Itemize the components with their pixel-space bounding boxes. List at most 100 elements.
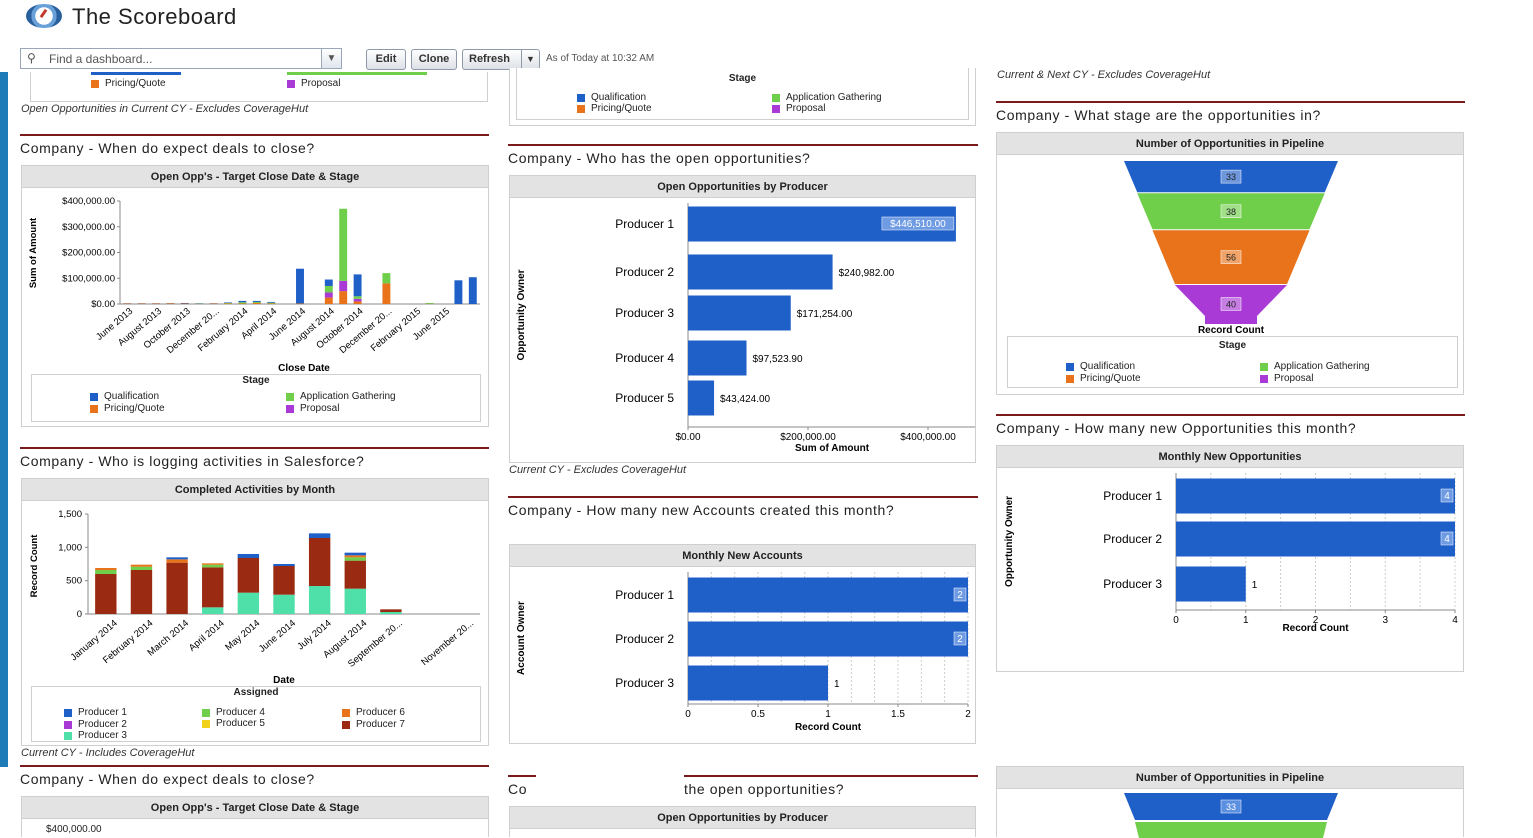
bar-segment [325, 298, 333, 304]
bar-segment [345, 589, 366, 614]
legend-item: Producer 2 [64, 719, 127, 730]
x-tick-label: April 2014 [187, 618, 227, 654]
stage-legend: Stage Qualification Pricing/Quote Applic… [1007, 336, 1458, 388]
chart-header: Open Opp's - Target Close Date & Stage [22, 166, 488, 188]
y-tick-label: $100,000.00 [62, 273, 115, 284]
clone-button[interactable]: Clone [411, 49, 457, 70]
category-label: Producer 1 [1103, 489, 1162, 503]
legend-swatch [202, 720, 210, 728]
x-tick-label: 1 [1243, 615, 1249, 626]
legend-item: Producer 6 [342, 707, 405, 718]
legend-item: Application Gathering [286, 391, 396, 402]
data-label: $171,254.00 [797, 309, 853, 320]
legend-item: Proposal [772, 103, 825, 114]
legend-item: Producer 7 [342, 719, 405, 730]
bar-segment [202, 565, 223, 568]
bar-segment [224, 303, 232, 304]
bar-segment [123, 303, 131, 304]
legend-swatch [1260, 363, 1268, 371]
category-label: Producer 3 [615, 676, 674, 690]
category-label: Producer 5 [615, 391, 674, 405]
stage-legend: Stage Qualification Pricing/Quote Applic… [516, 68, 969, 120]
component-title: Company - How many new Accounts created … [508, 496, 978, 519]
footnote: Current CY - Excludes CoverageHut [509, 464, 686, 476]
legend-title: Stage [1008, 340, 1457, 351]
chevron-down-icon[interactable]: ▼ [521, 50, 539, 69]
bar-segment [345, 553, 366, 556]
refresh-label: Refresh [469, 53, 510, 65]
bar-segment [138, 303, 146, 304]
funnel-value: 56 [1226, 253, 1236, 263]
category-label: Producer 3 [1103, 577, 1162, 591]
search-placeholder: Find a dashboard... [49, 52, 152, 66]
bar [688, 666, 828, 701]
bar-segment [296, 269, 304, 304]
assigned-legend: Assigned Producer 1 Producer 2 Producer … [31, 686, 481, 742]
chart-panel-open-opps-producer: Open Opportunities by Producer $0.00$200… [509, 175, 976, 463]
legend-swatch [202, 709, 210, 717]
bar-segment [238, 303, 246, 304]
category-label: Producer 2 [615, 265, 674, 279]
component-title: Company - Who has the open opportunities… [508, 144, 978, 166]
x-tick-label: November 20... [419, 618, 476, 668]
y-tick-label: $400,000.00 [46, 824, 102, 835]
legend-swatch [91, 80, 99, 88]
bar-segment [202, 607, 223, 614]
x-tick-label: 0 [685, 709, 691, 720]
component-title-fragment: the open opportunities? [684, 775, 978, 797]
bar-segment [469, 277, 477, 304]
bar-segment [131, 567, 152, 570]
y-tick-label: 500 [66, 576, 82, 587]
bar-segment [224, 302, 232, 303]
component-title: Company - How many new Opportunities thi… [996, 414, 1465, 436]
edit-button[interactable]: Edit [366, 49, 406, 70]
chart-header: Open Opportunities by Producer [510, 807, 975, 829]
chart-header: Open Opportunities by Producer [510, 176, 975, 198]
pipeline-funnel-chart-partial: 33 [997, 790, 1463, 838]
bar-segment [382, 273, 390, 283]
chart-header: Monthly New Accounts [510, 545, 975, 567]
data-label: $97,523.90 [753, 354, 803, 365]
x-tick-label: 1 [825, 709, 831, 720]
chart-header: Open Opp's - Target Close Date & Stage [22, 797, 488, 819]
bar-segment [166, 557, 187, 559]
chart-header: Completed Activities by Month [22, 479, 488, 501]
bar-segment [166, 563, 187, 614]
bar-segment [309, 533, 330, 538]
refresh-button[interactable]: Refresh ▼ [462, 49, 540, 70]
legend-item: Producer 4 [202, 707, 265, 718]
y-axis-label: Sum of Amount [28, 217, 39, 288]
chevron-down-icon[interactable]: ▼ [321, 49, 341, 68]
legend-title: Stage [32, 375, 480, 386]
x-tick-label: May 2014 [223, 618, 262, 653]
chart-panel-pipeline-2: Number of Opportunities in Pipeline 33 [996, 766, 1464, 837]
x-tick-label: 0 [1173, 615, 1179, 626]
stage-legend: Stage Qualification Pricing/Quote Applic… [31, 374, 481, 422]
legend-swatch [90, 393, 98, 401]
legend-item: Producer 1 [64, 707, 127, 718]
dashboard-search-input[interactable]: ⚲ Find a dashboard... ▼ [20, 48, 342, 69]
bar-segment [426, 303, 434, 304]
data-label: 2 [957, 590, 963, 601]
legend-swatch [342, 721, 350, 729]
x-tick-label: $400,000.00 [900, 432, 956, 443]
y-axis-label: Opportunity Owner [516, 269, 527, 360]
x-axis-label: Close Date [278, 363, 330, 374]
bar [688, 578, 968, 613]
footnote: Open Opportunities in Current CY - Exclu… [21, 103, 308, 115]
y-tick-label: 1,000 [58, 542, 82, 553]
legend-item: Producer 5 [202, 718, 265, 729]
bar-segment [267, 303, 275, 304]
funnel-segment-application-gathering [1135, 822, 1327, 838]
bar-segment [345, 555, 366, 557]
bar-segment [354, 301, 362, 304]
footnote: Current & Next CY - Excludes CoverageHut [997, 69, 1210, 81]
legend-swatch [1066, 375, 1074, 383]
legend-item: Pricing/Quote [90, 403, 165, 414]
bar-segment [202, 563, 223, 564]
bar-segment [95, 570, 116, 574]
legend-swatch [577, 105, 585, 113]
